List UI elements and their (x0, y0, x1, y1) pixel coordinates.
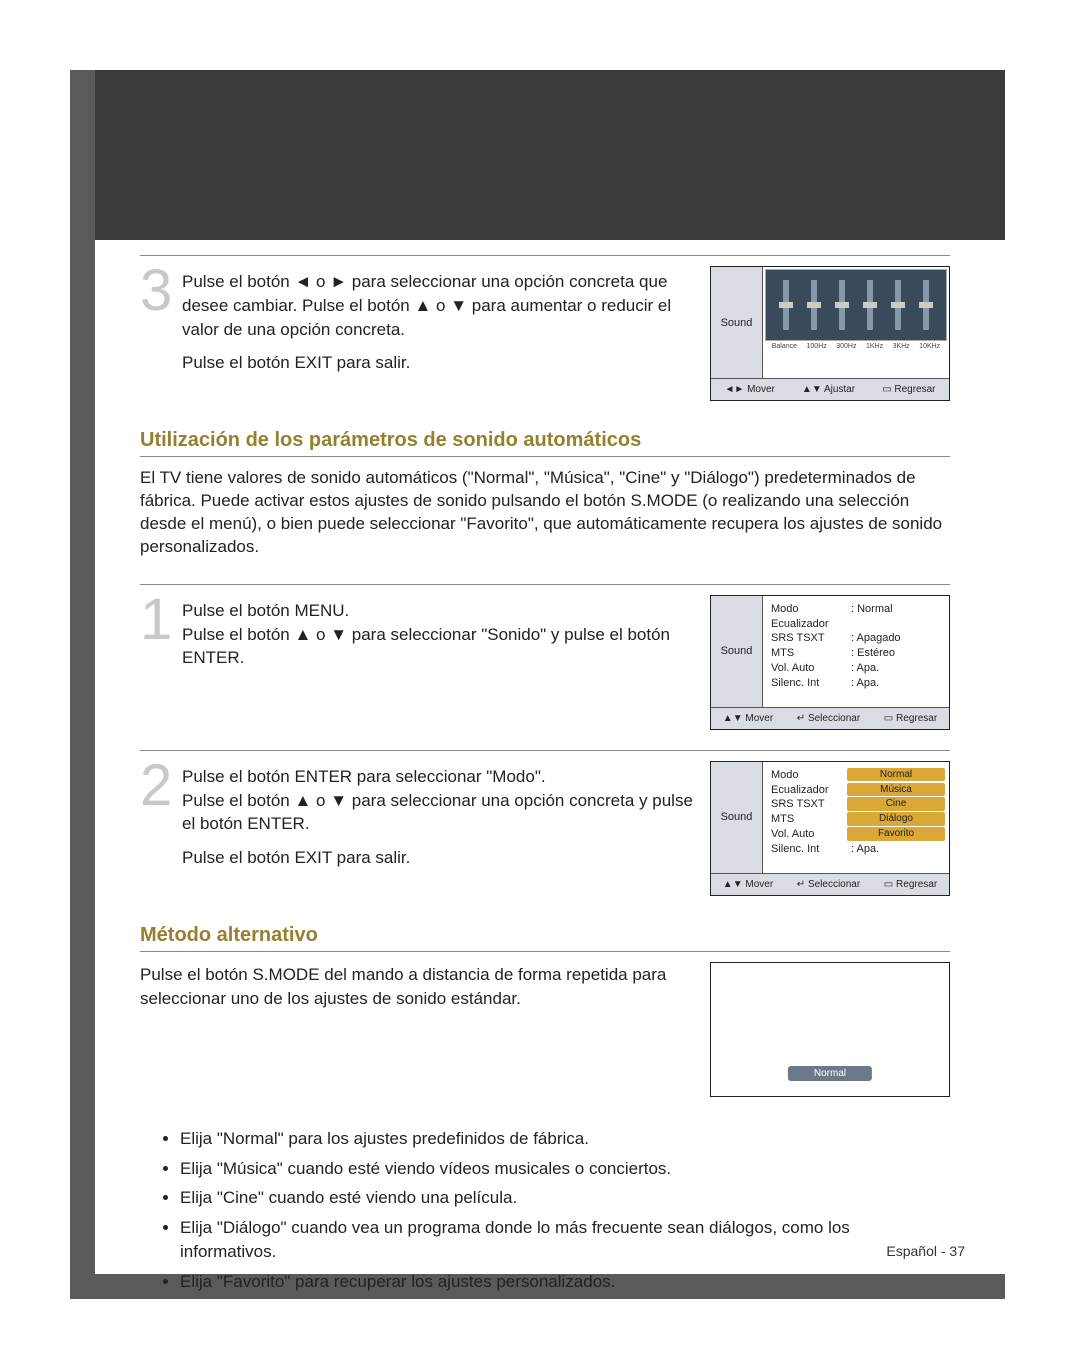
section-heading: Utilización de los parámetros de sonido … (140, 429, 950, 457)
eq-band-labels: Balance100Hz 300Hz1KHz 3KHz10KHz (763, 343, 949, 354)
osd-side-label: Sound (711, 267, 763, 378)
step-text: Pulse el botón MENU. Pulse el botón ▲ o … (182, 595, 710, 730)
equalizer-graphic (765, 269, 947, 341)
alt-method-row: Pulse el botón S.MODE del mando a distan… (140, 962, 950, 1097)
step-2: 2 Pulse el botón ENTER para seleccionar … (140, 750, 950, 896)
mode-descriptions: Elija "Normal" para los ajustes predefin… (180, 1127, 950, 1294)
alt-text: Pulse el botón S.MODE del mando a distan… (140, 962, 698, 1011)
osd-side-label: Sound (711, 596, 763, 707)
bullet-item: Elija "Cine" cuando esté viendo una pelí… (180, 1186, 950, 1210)
bullet-item: Elija "Música" cuando esté viendo vídeos… (180, 1157, 950, 1181)
osd-side-label: Sound (711, 762, 763, 873)
step-number: 1 (140, 595, 182, 730)
osd-equalizer: Sound Balance100Hz 300Hz1KHz 3KHz10KHz ◄… (710, 266, 950, 401)
step-text: Pulse el botón ◄ o ► para seleccionar un… (182, 266, 710, 401)
instruction-line: Pulse el botón ◄ o ► para seleccionar un… (182, 270, 695, 341)
instruction-line: Pulse el botón EXIT para salir. (182, 846, 695, 870)
step-text: Pulse el botón ENTER para seleccionar "M… (182, 761, 710, 896)
mode-pill: Normal (788, 1066, 872, 1081)
bullet-item: Elija "Normal" para los ajustes predefin… (180, 1127, 950, 1151)
page-border-left (70, 70, 95, 1299)
osd-mode-indicator: Normal (710, 962, 950, 1097)
bullet-item: Elija "Diálogo" cuando vea un programa d… (180, 1216, 950, 1264)
bullet-item: Elija "Favorito" para recuperar los ajus… (180, 1270, 950, 1294)
osd-footer: ◄► Mover ▲▼ Ajustar ▭ Regresar (711, 378, 949, 400)
instruction-line: Pulse el botón EXIT para salir. (182, 351, 695, 375)
alt-heading: Método alternativo (140, 924, 950, 952)
osd-footer: ▲▼ Mover ↵ Seleccionar ▭ Regresar (711, 873, 949, 895)
instruction-line: Pulse el botón ENTER para seleccionar "M… (182, 765, 695, 836)
osd-menu-list: ModoNormal EcualizadorMúsica SRS TSXTCin… (763, 762, 949, 873)
osd-menu-list: Modo: Normal Ecualizador SRS TSXT: Apaga… (763, 596, 949, 707)
page-header-bar (70, 70, 1005, 240)
osd-sound-menu: Sound Modo: Normal Ecualizador SRS TSXT:… (710, 595, 950, 730)
step-1: 1 Pulse el botón MENU. Pulse el botón ▲ … (140, 584, 950, 730)
step-number: 2 (140, 761, 182, 896)
section-intro: El TV tiene valores de sonido automático… (140, 467, 950, 559)
step-number: 3 (140, 266, 182, 401)
osd-footer: ▲▼ Mover ↵ Seleccionar ▭ Regresar (711, 707, 949, 729)
page-number: Español - 37 (886, 1243, 965, 1259)
step-3: 3 Pulse el botón ◄ o ► para seleccionar … (140, 255, 950, 401)
osd-mode-select: Sound ModoNormal EcualizadorMúsica SRS T… (710, 761, 950, 896)
